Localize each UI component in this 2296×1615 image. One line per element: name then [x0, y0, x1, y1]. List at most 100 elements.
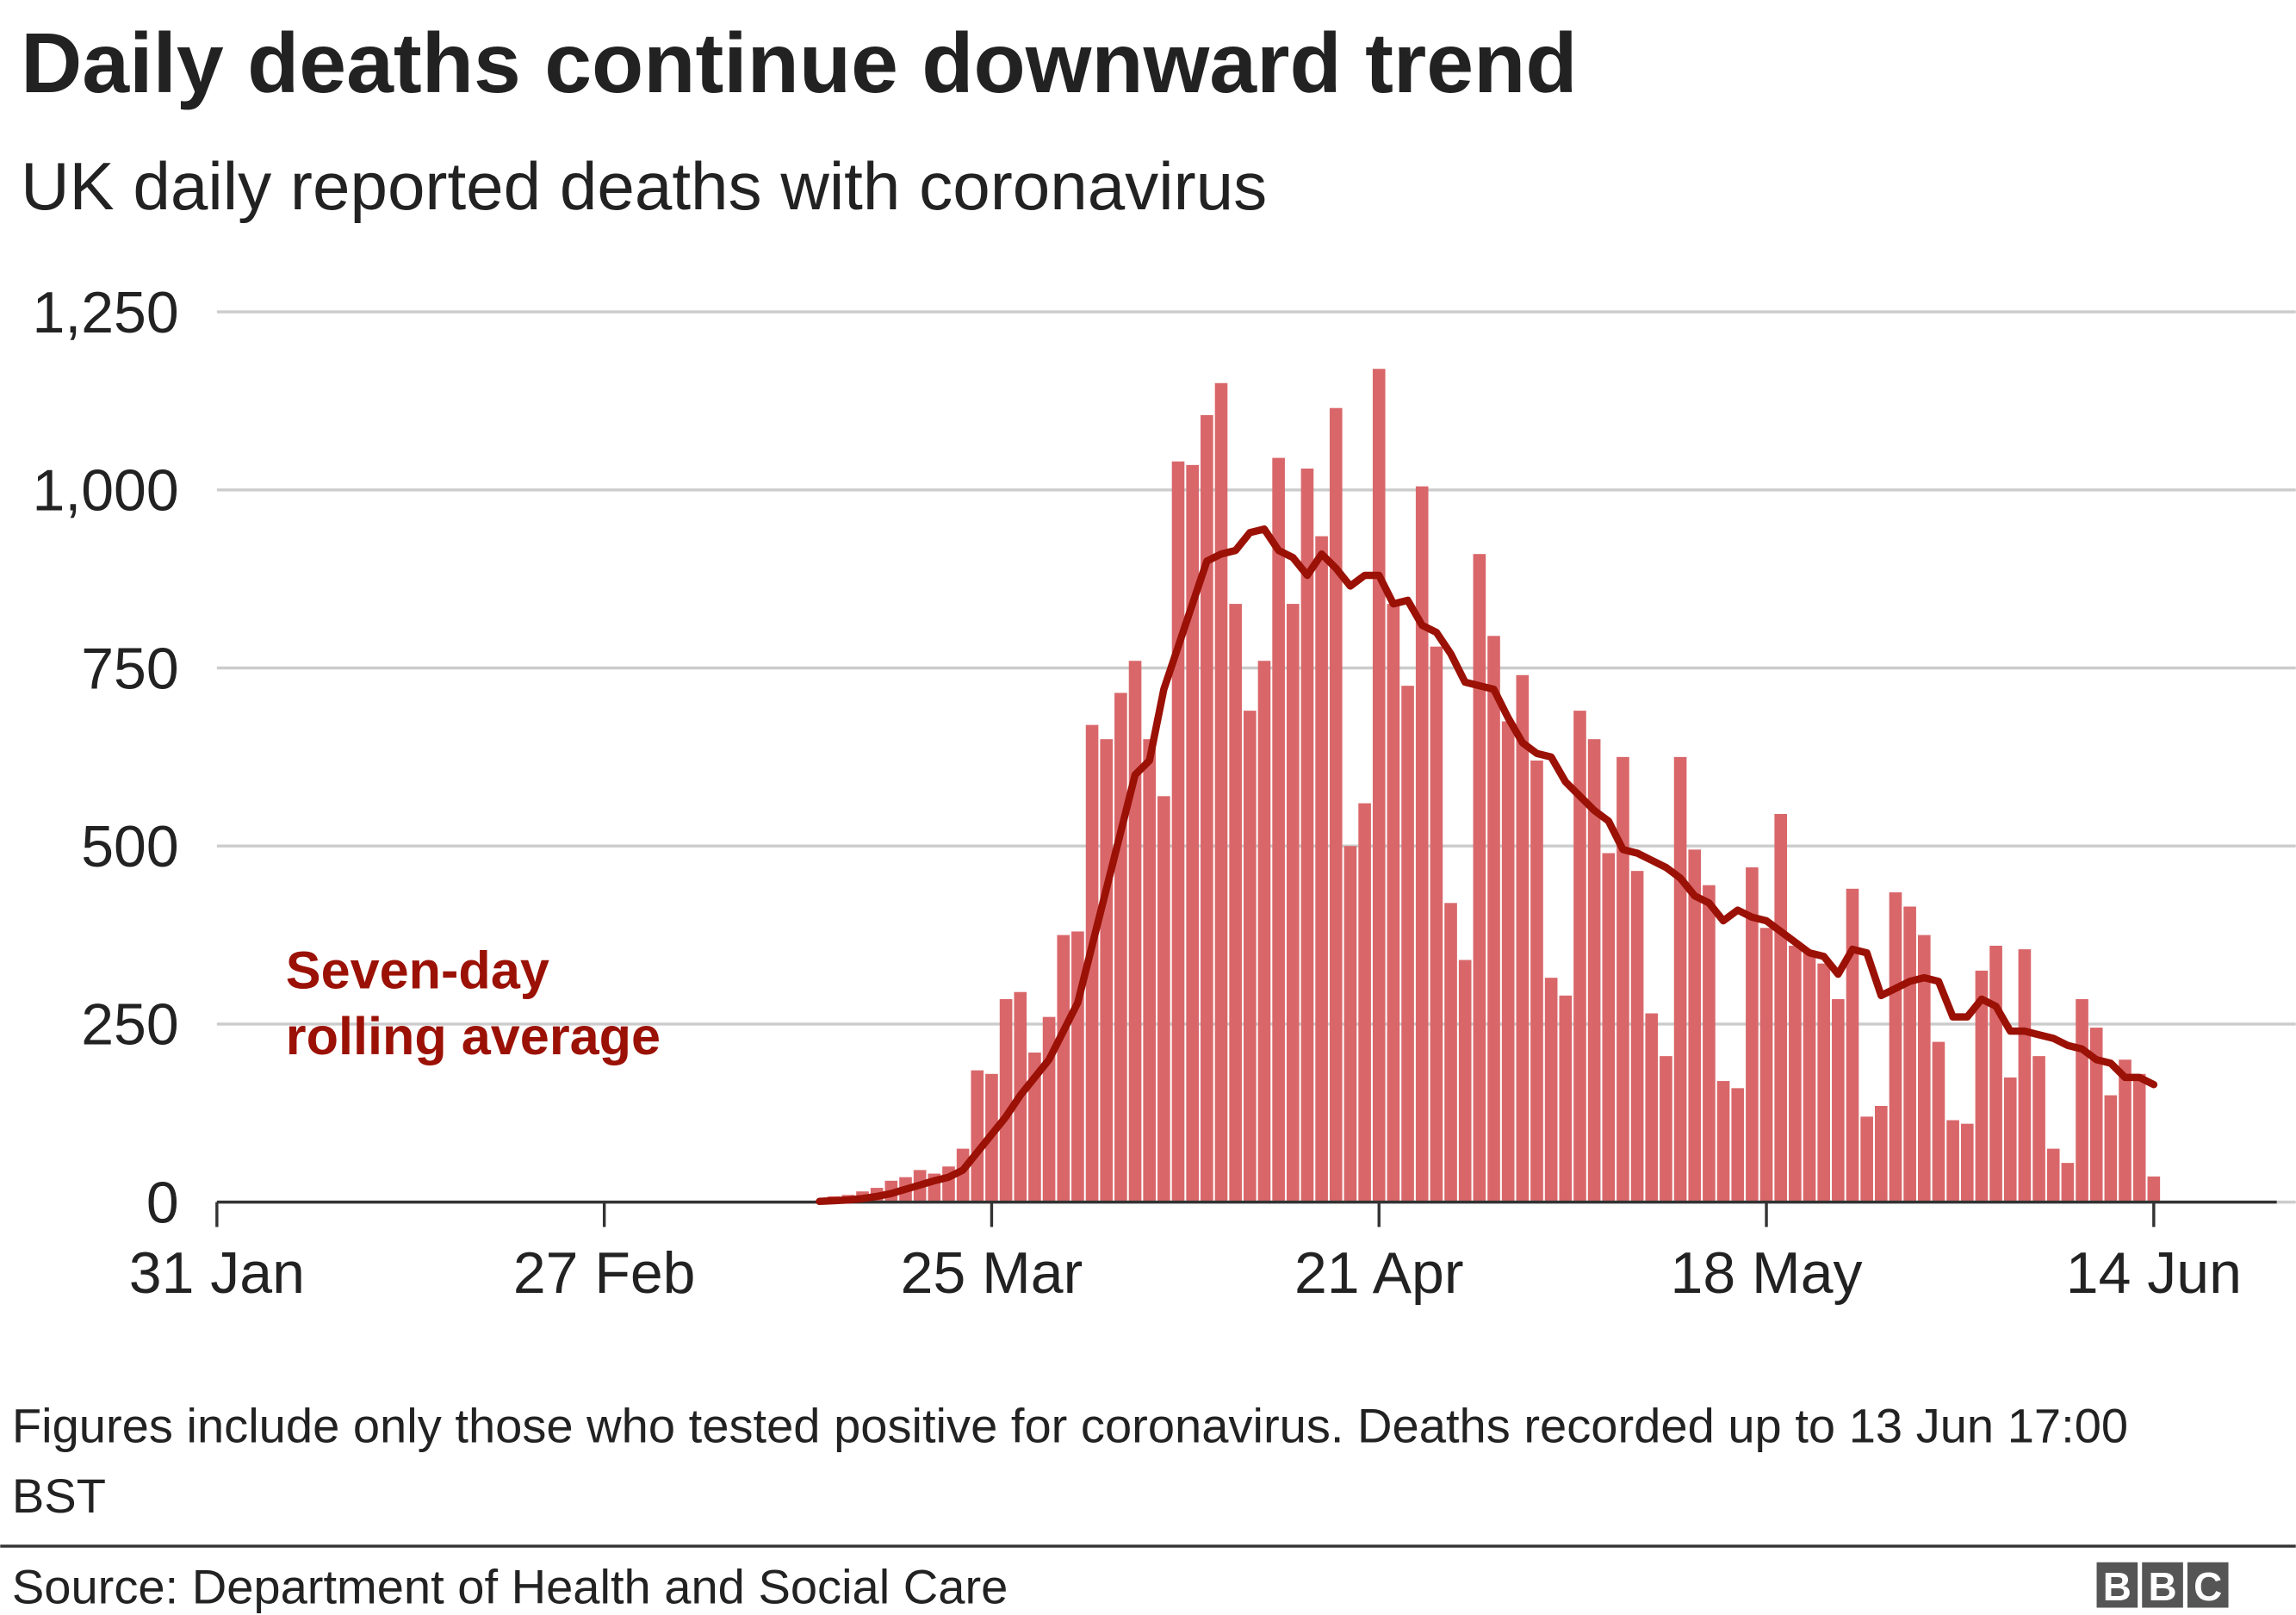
bar [999, 998, 1013, 1202]
bar [1415, 486, 1429, 1202]
bar [2119, 1059, 2132, 1202]
line-annotation-text: Seven-day rolling average [285, 940, 661, 1066]
bar [1673, 756, 1687, 1202]
bar [1201, 414, 1213, 1202]
x-tick-label: 31 Jan [129, 1240, 305, 1306]
y-tick-label: 750 [81, 636, 178, 701]
bar [1430, 646, 1443, 1202]
logo-box [2142, 1562, 2183, 1608]
bar [2061, 1163, 2075, 1202]
x-tick-label: 14 Jun [2066, 1240, 2242, 1306]
bar [1300, 468, 1314, 1202]
logo-box [2096, 1562, 2138, 1608]
bar [2089, 1028, 2103, 1202]
bar [1286, 604, 1300, 1202]
bar [1645, 1013, 1659, 1202]
rolling-average-line [816, 525, 2158, 1206]
bar [1716, 1081, 1730, 1202]
chart-subtitle: UK daily reported deaths with coronaviru… [21, 148, 1267, 224]
bar [1244, 711, 1257, 1202]
x-tick-label: 21 Apr [1294, 1240, 1464, 1306]
bar [1703, 885, 1716, 1202]
footnote-text: Figures include only those who tested po… [11, 1398, 2129, 1523]
bar [2032, 1056, 2045, 1202]
x-tick-label: 25 Mar [901, 1240, 1083, 1306]
bar [2104, 1095, 2118, 1202]
bar [2046, 1148, 2060, 1202]
bar [1617, 756, 1629, 1202]
bar [1085, 724, 1099, 1202]
bar [1028, 1052, 1041, 1202]
bar [1759, 928, 1773, 1202]
bar [1587, 739, 1601, 1202]
bar [1846, 888, 1859, 1202]
bar [1444, 903, 1457, 1202]
bar [1057, 935, 1070, 1202]
bar [1602, 853, 1616, 1202]
y-tick-label: 250 [81, 992, 178, 1058]
bar [2076, 998, 2088, 1202]
bar [1889, 891, 1902, 1202]
bar [1214, 382, 1228, 1202]
footnote: Figures include only those who tested po… [11, 1398, 2129, 1523]
line-annotation: Seven-day rolling average [285, 940, 661, 1066]
bar [1960, 1123, 1974, 1202]
x-tick-label: 18 May [1671, 1240, 1863, 1306]
source: Source: Department of Health and Social … [12, 1559, 1008, 1613]
bar [1803, 953, 1816, 1202]
bar [1746, 867, 1759, 1202]
bar [2018, 949, 2032, 1202]
bar [1329, 407, 1343, 1202]
bar [1100, 739, 1114, 1202]
bar [1860, 1116, 1873, 1202]
bar [1731, 1088, 1745, 1202]
bar [1573, 711, 1586, 1202]
bar [1229, 604, 1242, 1202]
bar [1917, 935, 1931, 1202]
lines [816, 525, 2158, 1206]
bar [1186, 464, 1199, 1202]
bar [1789, 945, 1802, 1202]
bar [1358, 803, 1371, 1202]
bar [1458, 960, 1472, 1202]
y-tick-label: 1,250 [33, 280, 179, 345]
bar [1817, 963, 1830, 1202]
bar [2003, 1077, 2017, 1202]
bar [1832, 998, 1845, 1202]
bar [1989, 945, 2002, 1202]
bar [1372, 369, 1386, 1202]
bar [1157, 796, 1170, 1202]
bar [1774, 814, 1788, 1202]
bar [1143, 739, 1157, 1202]
bar [1473, 554, 1486, 1202]
bar [1516, 674, 1530, 1202]
bar [1903, 906, 1916, 1202]
bar [1630, 871, 1644, 1202]
bar [2132, 1073, 2146, 1202]
bar [1875, 1106, 1888, 1202]
bar [1559, 995, 1573, 1202]
bar [1387, 604, 1400, 1202]
bar [1501, 721, 1515, 1202]
bar [1487, 636, 1500, 1202]
chart-title: Daily deaths continue downward trend [21, 16, 1577, 110]
bar [1171, 461, 1185, 1202]
bar [1975, 970, 1989, 1202]
bar [1401, 686, 1414, 1202]
bar [1932, 1041, 1945, 1202]
logo-box [2187, 1562, 2229, 1608]
bar [1946, 1120, 1959, 1202]
bar [1272, 457, 1285, 1202]
y-tick-label: 0 [146, 1170, 179, 1235]
bars [813, 369, 2161, 1202]
bar [2147, 1176, 2161, 1202]
bar [1688, 849, 1702, 1202]
bar [1257, 661, 1271, 1202]
bar [1660, 1056, 1672, 1202]
x-tick-label: 27 Feb [513, 1240, 696, 1306]
bar [971, 1070, 984, 1202]
y-tick-label: 1,000 [33, 458, 179, 524]
y-tick-label: 500 [81, 814, 178, 879]
x-axis: 31 Jan 27 Feb 25 Mar 21 Apr 18 May 14 Jun [129, 1200, 2277, 1306]
